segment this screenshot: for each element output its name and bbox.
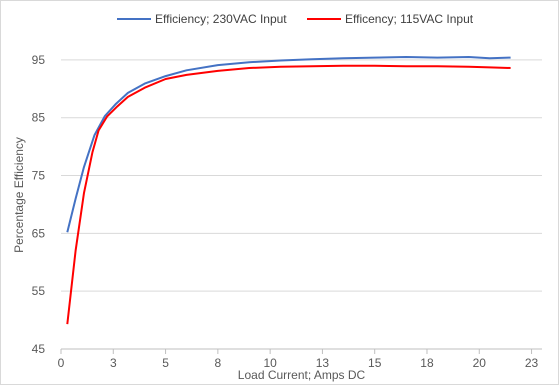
x-tick-label: 3 xyxy=(110,356,117,370)
x-tick-label: 15 xyxy=(368,356,382,370)
y-tick-label: 95 xyxy=(32,53,46,67)
legend: Efficiency; 230VAC Input Efficency; 115V… xyxy=(117,12,474,26)
x-axis-title: Load Current; Amps DC xyxy=(238,368,366,382)
x-tick-label: 5 xyxy=(162,356,169,370)
y-tick-label: 75 xyxy=(32,169,46,183)
legend-label-230vac: Efficiency; 230VAC Input xyxy=(155,12,287,26)
x-tick-label: 23 xyxy=(525,356,539,370)
axes: 45 55 65 75 85 95 0 3 5 8 10 13 15 18 20 23 xyxy=(32,53,542,370)
x-tick-label: 20 xyxy=(473,356,487,370)
series-lines xyxy=(66,56,511,325)
y-tick-label: 65 xyxy=(32,226,46,240)
y-tick-label: 55 xyxy=(32,284,46,298)
x-tick-label: 0 xyxy=(58,356,65,370)
series-line-230vac xyxy=(66,56,511,233)
series-line-115vac xyxy=(66,64,511,325)
x-tick-label: 10 xyxy=(263,356,277,370)
legend-label-115vac: Efficency; 115VAC Input xyxy=(345,12,474,26)
x-tick-label: 18 xyxy=(420,356,434,370)
y-tick-label: 85 xyxy=(32,111,46,125)
x-tick-label: 8 xyxy=(215,356,222,370)
x-tick-label: 13 xyxy=(316,356,330,370)
y-tick-label: 45 xyxy=(32,342,46,356)
y-axis-title: Percentage Efficiency xyxy=(12,137,26,253)
